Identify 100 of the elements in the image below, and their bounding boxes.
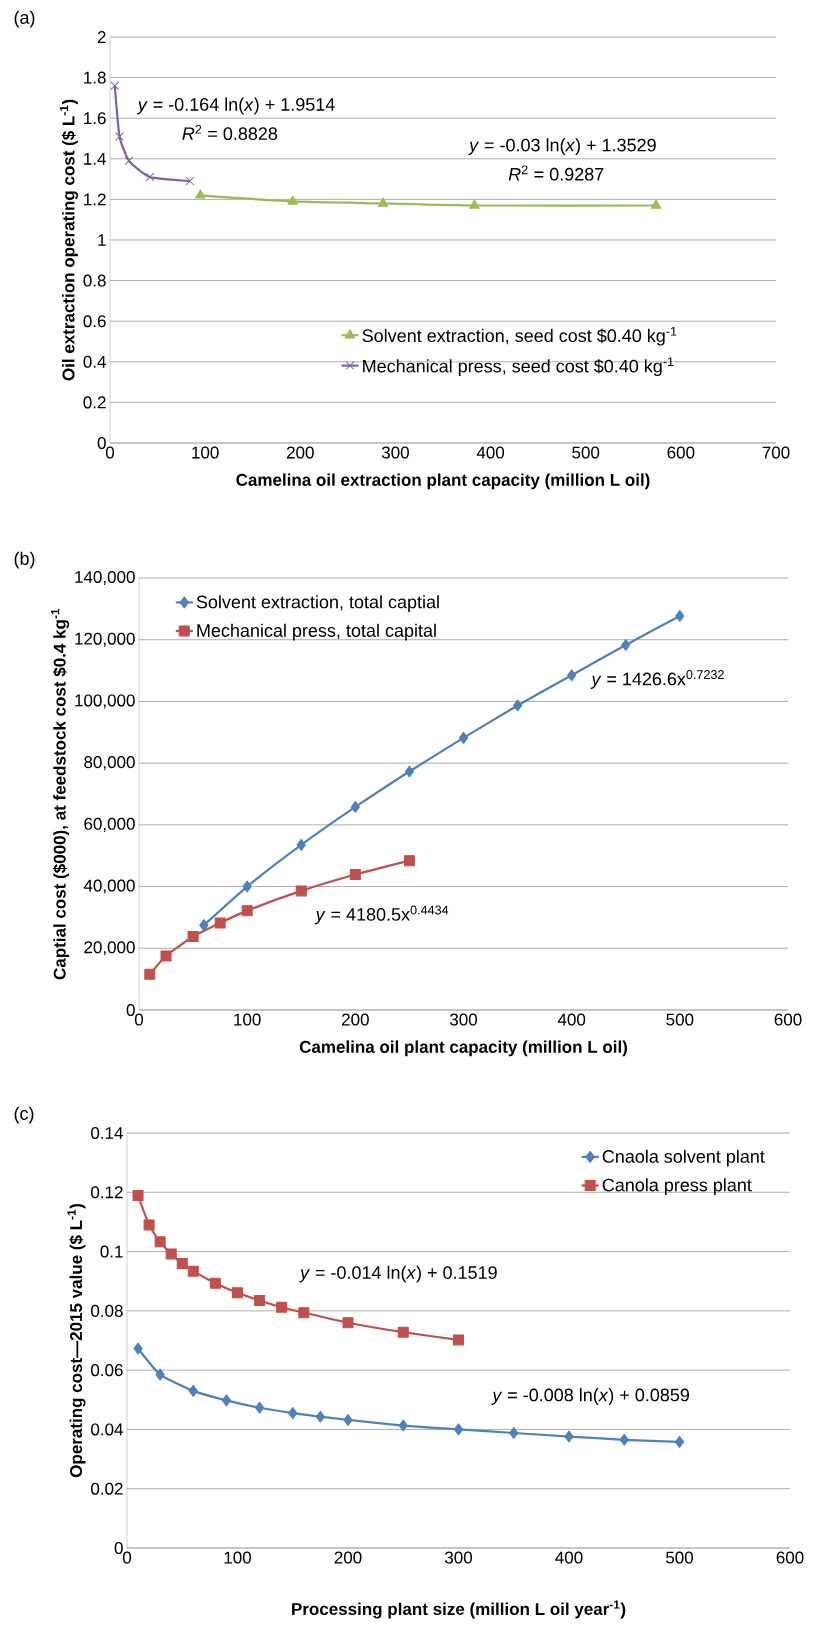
y-tick-label: 120,000 <box>75 632 135 647</box>
point <box>185 176 195 186</box>
point <box>254 1294 266 1306</box>
point <box>315 1410 325 1423</box>
point <box>254 1401 265 1414</box>
annotation: y = 4180.5x$^{0.4434}$ <box>314 905 449 925</box>
x-tick-label: 700 <box>762 446 790 459</box>
y-tick-label: 0.02 <box>91 1482 123 1495</box>
point <box>187 931 199 943</box>
y-tick-label: 80,000 <box>84 756 135 771</box>
y-tick-label: 0 <box>114 1541 123 1555</box>
legend-label: Mechanical press, seed cost $0.40 kg$^{-1}$ <box>363 357 674 377</box>
point <box>187 1265 199 1277</box>
y-tick-label: 0.06 <box>91 1364 123 1377</box>
x-tick-label: 400 <box>555 1551 583 1564</box>
x-tick-label: 400 <box>557 1013 586 1026</box>
x-tick-label: 200 <box>342 1013 369 1026</box>
legend-label: Solvent extraction, total captial <box>196 595 439 612</box>
point <box>650 199 662 209</box>
point <box>160 950 172 962</box>
point <box>403 855 415 867</box>
x-tick-label: 300 <box>449 1013 478 1026</box>
point <box>214 917 226 929</box>
x-tick-label: 600 <box>667 446 695 459</box>
y-tick-label: 0.8 <box>83 274 106 287</box>
point <box>343 1413 353 1426</box>
point <box>287 195 298 205</box>
point <box>342 1317 354 1329</box>
x-tick-label: 600 <box>774 1013 802 1026</box>
x-tick-label: 500 <box>572 446 600 459</box>
y-tick-label: 0.4 <box>83 355 106 368</box>
point <box>209 1277 221 1289</box>
legend-label: Solvent extraction, seed cost $0.40 kg$^{-1}$ <box>362 326 677 346</box>
y-tick-label: 0.2 <box>83 396 106 409</box>
legend-label: Canola press plant <box>602 1178 752 1195</box>
annotation: y = -0.014 ln(x) + 0.1519 <box>299 1265 497 1283</box>
y-tick-label: 1 <box>98 234 106 246</box>
x-axis-title: Processing plant size (million L oil year$^{-1}$) <box>292 1600 626 1619</box>
annotation: y = -0.03 ln(x) + 1.3529 <box>468 138 656 155</box>
y-tick-label: 0.6 <box>83 315 106 328</box>
point <box>458 731 469 744</box>
point <box>288 1407 298 1420</box>
x-axis-title: Camelina oil plant capacity (million L oil) <box>299 1040 628 1057</box>
y-tick-label: 60,000 <box>84 817 135 832</box>
y-tick-label: 0 <box>126 1003 135 1017</box>
point <box>621 638 631 651</box>
y-tick-label: 0.12 <box>91 1186 123 1199</box>
point <box>124 156 134 166</box>
chart-title: (b) <box>14 551 35 569</box>
point <box>110 81 120 91</box>
y-axis-title: Captial cost ($000), at feedstock cost $0.4 kg$^{-1}$ <box>51 608 70 980</box>
point <box>232 1287 243 1299</box>
x-tick-label: 200 <box>286 446 314 459</box>
point <box>144 968 156 980</box>
x-tick-label: 0 <box>134 1013 144 1026</box>
y-tick-label: 1.6 <box>84 112 106 125</box>
y-tick-label: 1.4 <box>84 152 106 165</box>
point <box>404 765 415 778</box>
legend-label: Cnaola solvent plant <box>602 1149 765 1167</box>
point <box>242 880 252 893</box>
annotation: y = -0.164 ln(x) + 1.9514 <box>136 97 335 115</box>
point <box>296 838 306 851</box>
annotation: R$^{2}$ = 0.9287 <box>508 165 604 181</box>
point <box>453 1334 464 1346</box>
y-tick-label: 1.2 <box>84 193 106 206</box>
x-tick-label: 600 <box>776 1551 804 1564</box>
chart-title: (a) <box>14 10 35 28</box>
point <box>145 172 155 182</box>
y-tick-label: 0.1 <box>100 1245 123 1258</box>
y-tick-label: 0.04 <box>91 1423 123 1436</box>
point <box>469 199 480 209</box>
point <box>133 1342 143 1355</box>
x-tick-label: 400 <box>476 446 505 459</box>
x-axis-title: Camelina oil extraction plant capacity (million L oil) <box>236 473 650 490</box>
x-tick-label: 500 <box>666 1013 694 1026</box>
y-tick-label: 20,000 <box>84 941 135 956</box>
point <box>398 1419 408 1432</box>
point <box>397 1326 409 1338</box>
point <box>143 1219 155 1231</box>
point <box>377 197 389 207</box>
x-tick-label: 200 <box>334 1551 362 1564</box>
point <box>295 885 307 897</box>
chart-title: (c) <box>14 1106 34 1124</box>
y-axis-title: Operating cost—2015 value ($ L$^{-1}$) <box>67 1204 86 1478</box>
x-tick-label: 100 <box>192 446 219 459</box>
point <box>221 1394 232 1407</box>
point <box>199 919 209 932</box>
point <box>241 905 253 917</box>
y-tick-label: 100,000 <box>75 694 135 709</box>
annotation: R$^{2}$ = 0.8828 <box>182 124 278 141</box>
point <box>276 1301 288 1313</box>
point <box>115 132 124 141</box>
y-tick-label: 140,000 <box>75 570 135 586</box>
point <box>350 800 360 813</box>
y-tick-label: 2 <box>97 31 106 43</box>
x-tick-label: 100 <box>224 1551 252 1564</box>
y-axis-title: Oil extraction operating cost ($ L$^{-1}$) <box>59 99 78 381</box>
point <box>155 1368 165 1381</box>
point <box>453 1423 464 1436</box>
x-tick-label: 500 <box>665 1551 694 1564</box>
